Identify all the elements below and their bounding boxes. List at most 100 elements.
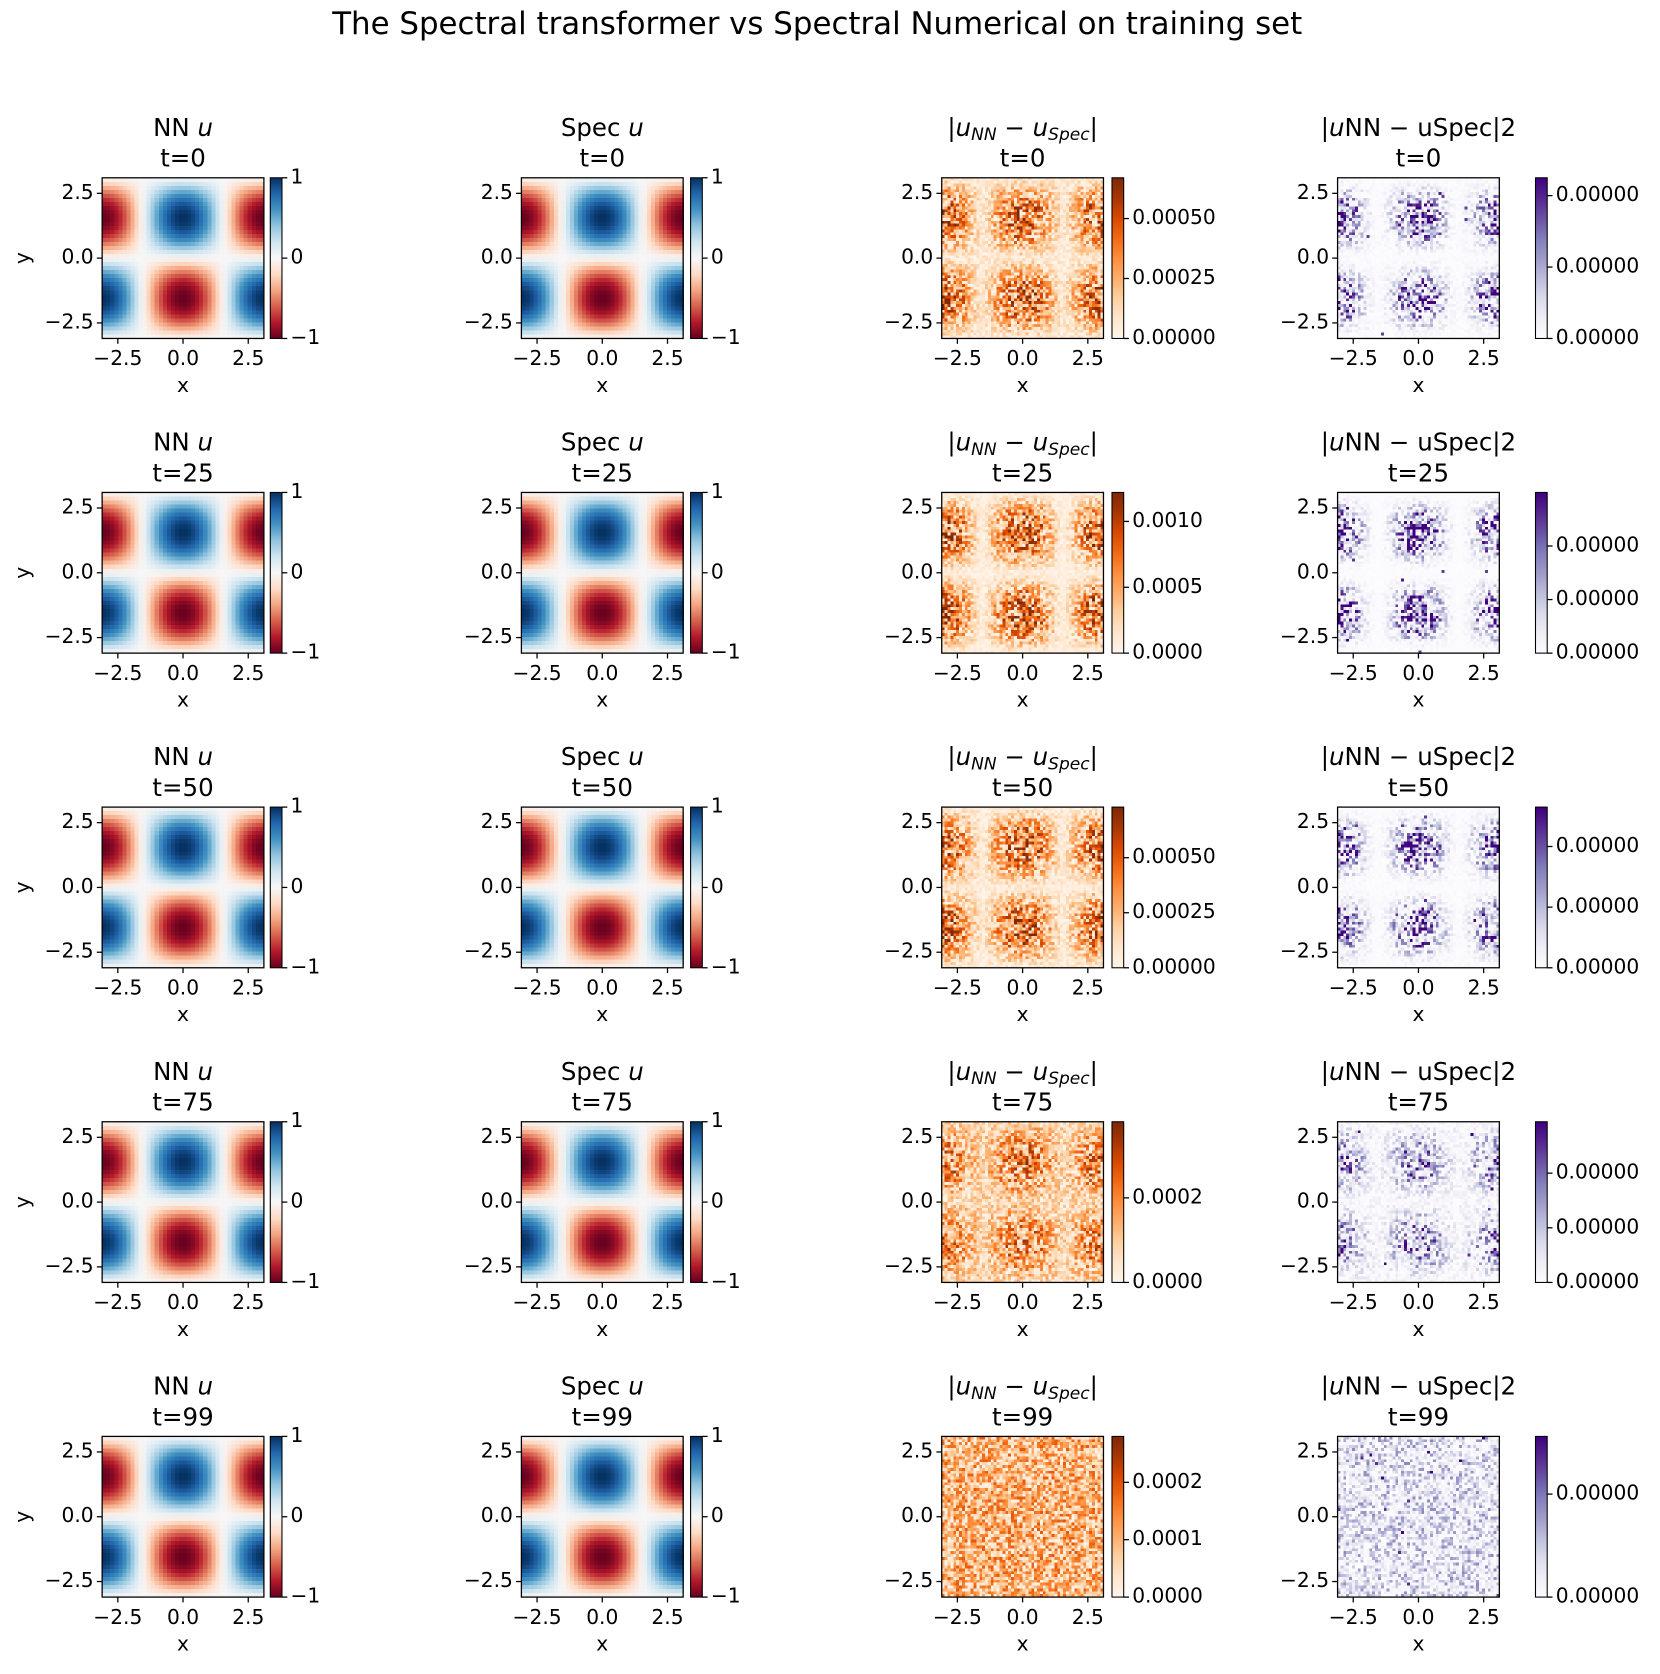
heatmap-cell bbox=[529, 294, 535, 299]
heatmap-cell bbox=[622, 298, 628, 303]
heatmap-cell bbox=[215, 306, 221, 311]
heatmap-cell bbox=[537, 201, 543, 207]
heatmap-cell bbox=[150, 201, 156, 207]
heatmap-cell bbox=[582, 246, 587, 251]
heatmap-cell bbox=[142, 209, 148, 215]
heatmap-cell bbox=[578, 209, 583, 215]
heatmap-cell bbox=[126, 230, 132, 235]
heatmap-cell bbox=[533, 205, 539, 211]
heatmap-cell bbox=[154, 221, 160, 227]
heatmap-cell bbox=[255, 181, 261, 187]
heatmap-cell bbox=[102, 177, 107, 183]
heatmap-cell bbox=[219, 254, 225, 259]
heatmap-cell bbox=[638, 290, 644, 295]
heatmap-cell bbox=[126, 213, 132, 219]
heatmap-cell bbox=[255, 286, 261, 291]
heatmap-cell bbox=[590, 230, 595, 235]
heatmap-cell bbox=[126, 282, 132, 287]
heatmap-cell bbox=[602, 221, 607, 227]
heatmap-cell bbox=[162, 246, 168, 251]
heatmap-cell bbox=[553, 197, 559, 203]
heatmap-cell bbox=[590, 185, 595, 191]
heatmap-cell bbox=[569, 238, 575, 243]
heatmap-cell bbox=[658, 302, 664, 307]
heatmap-cell bbox=[174, 250, 180, 255]
heatmap-cell bbox=[646, 225, 652, 231]
heatmap-cell bbox=[102, 238, 107, 243]
heatmap-cell bbox=[178, 290, 184, 295]
heatmap-cell bbox=[118, 246, 124, 251]
heatmap-cell bbox=[525, 238, 531, 243]
heatmap-cell bbox=[243, 201, 249, 207]
heatmap-cell bbox=[122, 318, 128, 324]
heatmap-cell bbox=[545, 298, 551, 303]
heatmap-cell bbox=[142, 266, 148, 271]
heatmap-cell bbox=[130, 326, 136, 332]
heatmap-cell bbox=[166, 302, 172, 307]
heatmap-cell bbox=[582, 294, 587, 299]
heatmap-cell bbox=[146, 314, 152, 320]
heatmap-cell bbox=[666, 278, 672, 283]
heatmap-cell bbox=[541, 181, 547, 187]
heatmap-cell bbox=[235, 234, 241, 239]
heatmap-cell bbox=[671, 254, 676, 259]
heatmap-cell bbox=[533, 294, 539, 299]
heatmap-cell bbox=[642, 282, 648, 287]
heatmap-cell bbox=[557, 234, 563, 239]
heatmap-cell bbox=[170, 205, 176, 211]
heatmap-cell bbox=[239, 225, 245, 231]
heatmap-cell bbox=[671, 238, 676, 243]
heatmap-cell bbox=[247, 282, 253, 287]
heatmap-cell bbox=[634, 282, 640, 287]
title-part: u bbox=[197, 113, 213, 142]
heatmap-cell bbox=[207, 262, 212, 267]
heatmap-cell bbox=[195, 314, 200, 320]
heatmap-cell bbox=[553, 189, 559, 195]
heatmap-cell bbox=[565, 290, 571, 295]
heatmap-cell bbox=[606, 302, 612, 307]
heatmap-cell bbox=[255, 262, 261, 267]
heatmap-cell bbox=[227, 326, 233, 332]
heatmap-cell bbox=[606, 326, 612, 332]
heatmap-cell bbox=[626, 266, 632, 271]
heatmap-cell bbox=[106, 217, 111, 223]
heatmap-cell bbox=[521, 322, 527, 328]
heatmap-cell bbox=[626, 197, 632, 203]
heatmap-cell bbox=[126, 318, 132, 324]
heatmap-cell bbox=[541, 234, 547, 239]
heatmap-cell bbox=[243, 306, 249, 311]
heatmap-cell bbox=[533, 189, 539, 195]
heatmap-cell bbox=[646, 217, 652, 223]
heatmap-cell bbox=[525, 209, 531, 215]
heatmap-cell bbox=[602, 246, 607, 251]
heatmap-cell bbox=[138, 246, 144, 251]
heatmap-cell bbox=[174, 209, 180, 215]
heatmap-cell bbox=[662, 238, 668, 243]
heatmap-cell bbox=[174, 294, 180, 299]
heatmap-cell bbox=[158, 290, 164, 295]
heatmap-cell bbox=[675, 270, 680, 275]
heatmap-cell bbox=[239, 177, 245, 183]
heatmap-cell bbox=[134, 282, 140, 287]
heatmap-cell bbox=[646, 274, 652, 279]
heatmap-cell bbox=[247, 177, 253, 183]
heatmap-cell bbox=[594, 266, 599, 271]
heatmap-cell bbox=[223, 234, 229, 239]
heatmap-cell bbox=[658, 250, 664, 255]
heatmap-cell bbox=[598, 290, 603, 295]
heatmap-cell bbox=[646, 258, 652, 263]
heatmap-cell bbox=[191, 258, 196, 263]
heatmap-cell bbox=[251, 326, 257, 332]
heatmap-cell bbox=[549, 177, 555, 183]
heatmap-cell bbox=[138, 310, 144, 316]
heatmap-cell bbox=[211, 274, 217, 279]
heatmap-cell bbox=[586, 274, 591, 279]
heatmap-cell bbox=[134, 302, 140, 307]
heatmap-cell bbox=[578, 310, 583, 316]
heatmap-cell bbox=[569, 270, 575, 275]
heatmap-cell bbox=[162, 278, 168, 283]
heatmap-cell bbox=[114, 217, 119, 223]
heatmap-cell bbox=[203, 274, 208, 279]
heatmap-cell bbox=[138, 298, 144, 303]
heatmap-cell bbox=[582, 234, 587, 239]
